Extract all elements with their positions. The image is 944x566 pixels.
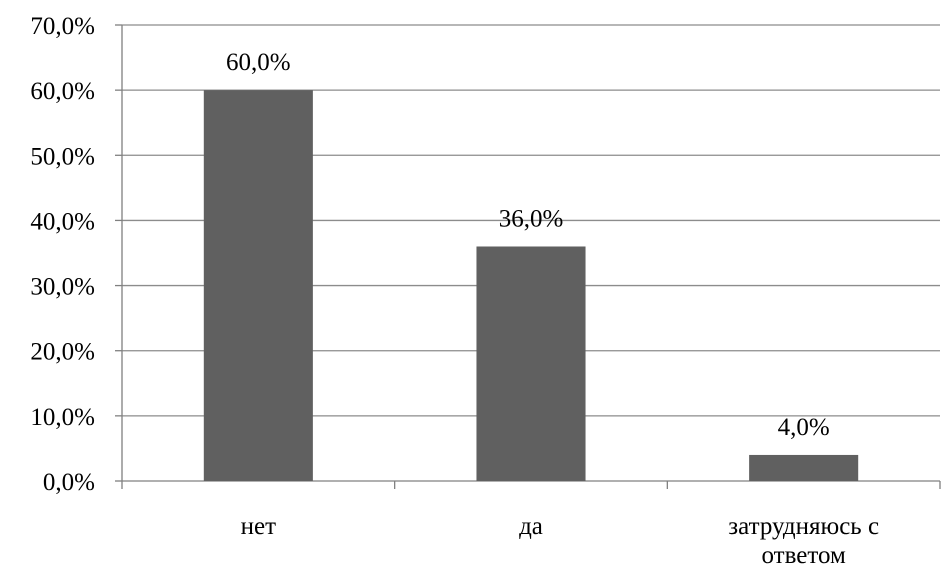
y-tick-label: 70,0% bbox=[30, 13, 95, 40]
x-tick-label: затрудняюсь с ответом bbox=[728, 513, 879, 566]
bar-1 bbox=[203, 90, 313, 482]
bars bbox=[203, 90, 859, 482]
data-label: 60,0% bbox=[226, 49, 291, 76]
y-tick-label: 60,0% bbox=[30, 78, 95, 105]
y-tick-label: 40,0% bbox=[30, 208, 95, 235]
x-axis-tick-labels: нет да затрудняюсь с ответом bbox=[241, 513, 879, 566]
bar-2 bbox=[476, 246, 586, 481]
y-tick-label: 10,0% bbox=[30, 404, 95, 431]
bar-3 bbox=[749, 454, 859, 481]
y-tick-label: 20,0% bbox=[30, 339, 95, 366]
x-tick-label: нет bbox=[241, 513, 276, 540]
data-label: 36,0% bbox=[499, 205, 564, 232]
data-labels: 60,0% 36,0% 4,0% bbox=[226, 49, 830, 441]
y-tick-label: 0,0% bbox=[43, 469, 95, 496]
y-axis-tick-labels: 0,0% 10,0% 20,0% 30,0% 40,0% 50,0% 60,0% 70,0% bbox=[30, 13, 95, 496]
data-label: 4,0% bbox=[778, 414, 830, 441]
y-tick-label: 30,0% bbox=[30, 274, 95, 301]
y-tick-label: 50,0% bbox=[30, 143, 95, 170]
x-tick-label: да bbox=[519, 513, 543, 540]
